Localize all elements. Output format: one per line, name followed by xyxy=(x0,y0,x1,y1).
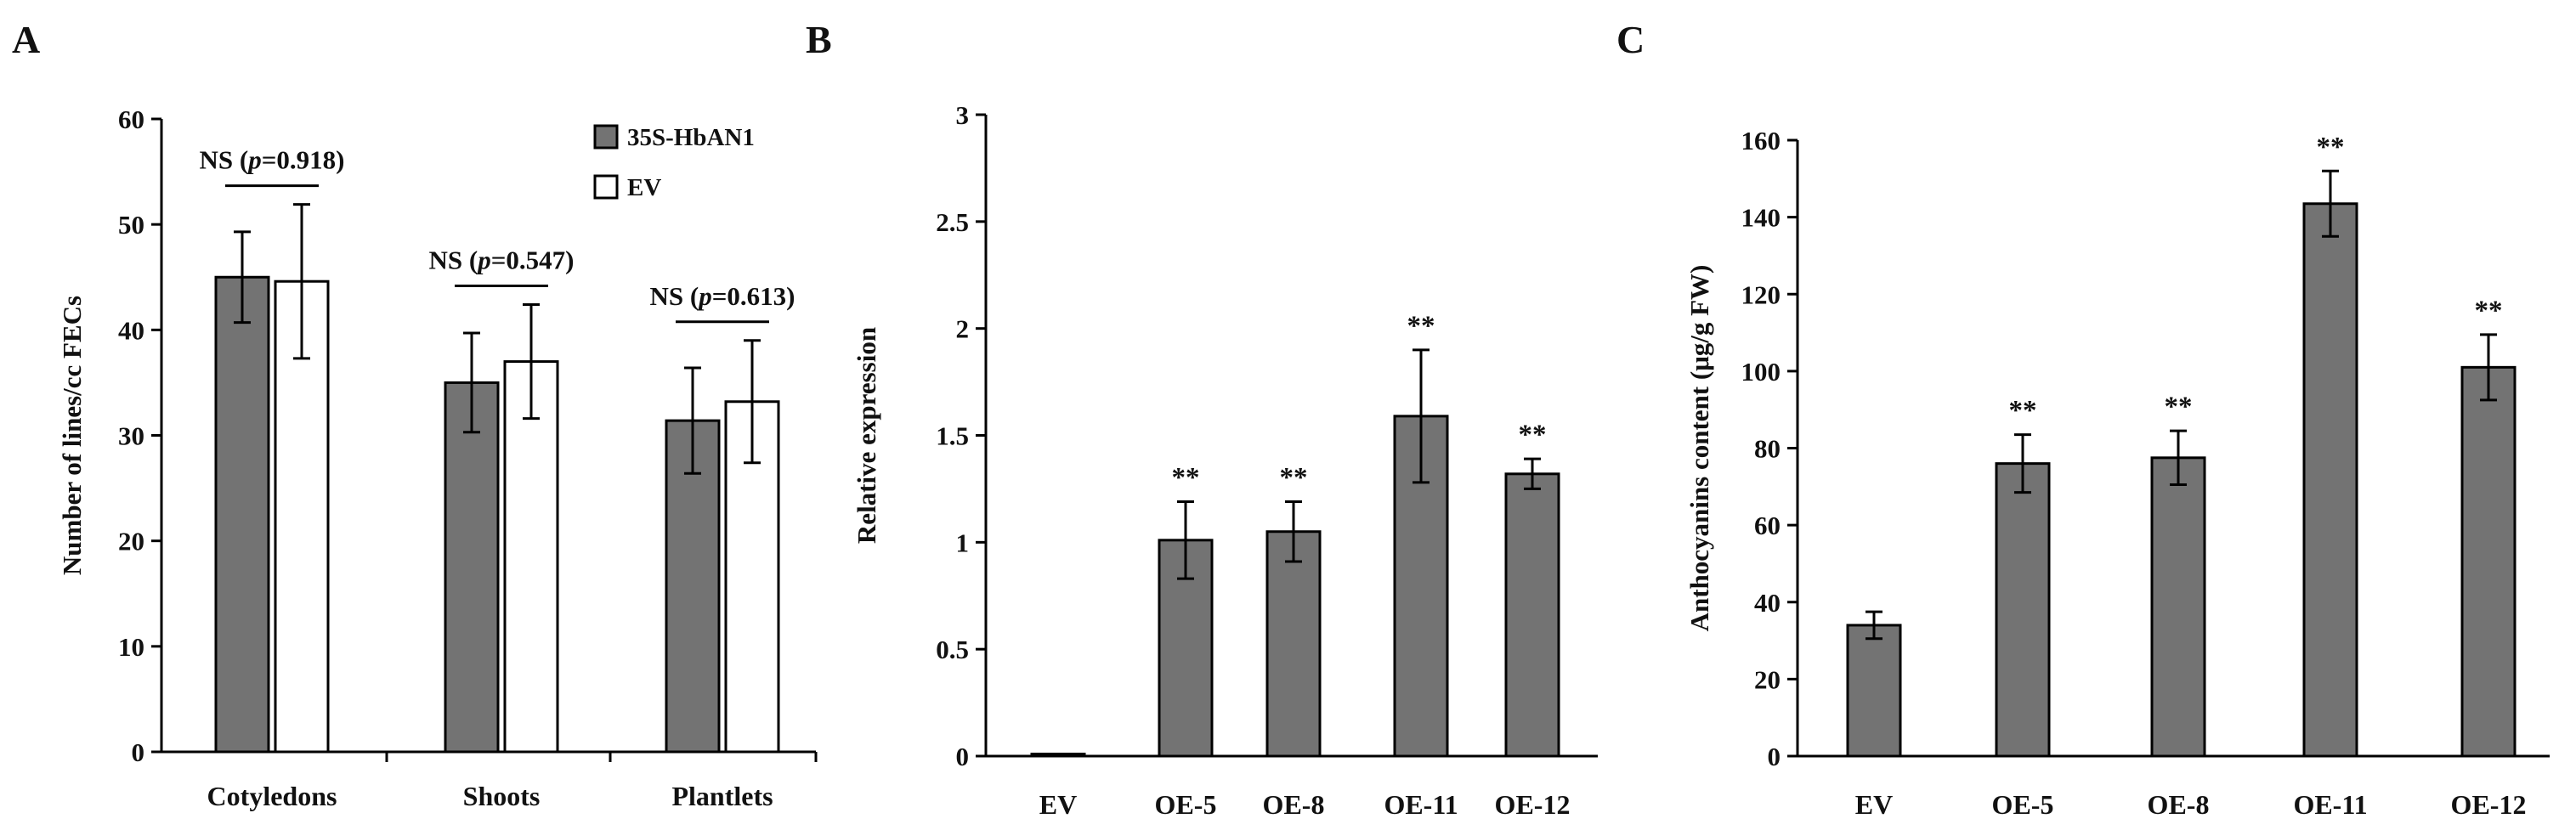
panel-a-bar-ev xyxy=(274,279,330,754)
panel-b-category-label: OE-12 xyxy=(1495,789,1571,820)
panel-b-bar xyxy=(1504,472,1560,758)
panel-a-ns-annotation: NS (p=0.613) xyxy=(650,281,795,311)
panel-b-y-tick-label: 2.5 xyxy=(936,207,969,237)
panel-c-y-tick-label: 80 xyxy=(1754,434,1781,464)
panel-c-bar-chart: C 0 20 40 60 80 100 120 140 160 Anthocyanins conte… xyxy=(1616,18,2550,820)
panel-a-category-label: Plantlets xyxy=(671,781,773,811)
panel-a-category-label: Cotyledons xyxy=(207,781,337,811)
panel-a-y-axis-label: Number of lines/cc FECs xyxy=(57,296,87,575)
panel-c-significance-stars: ** xyxy=(2317,132,2345,162)
panel-a-bar-hban1 xyxy=(214,275,270,754)
panel-c-significance-stars: ** xyxy=(2009,396,2037,426)
panel-c-y-tick-label: 140 xyxy=(1741,203,1781,233)
panel-b-letter: B xyxy=(806,18,832,61)
panel-a-category-label: Shoots xyxy=(463,781,541,811)
panel-a-ns-annotation: NS (p=0.547) xyxy=(429,246,575,275)
panel-b-y-tick-label: 0.5 xyxy=(936,635,969,664)
panel-a-letter: A xyxy=(12,18,40,61)
panel-b-y-axis-label: Relative expression xyxy=(852,327,881,544)
panel-a-y-tick-label: 60 xyxy=(118,104,144,134)
panel-c-category-label: OE-8 xyxy=(2148,789,2210,820)
panel-b-category-label: OE-8 xyxy=(1263,789,1325,820)
panel-c-category-label: EV xyxy=(1855,789,1893,820)
panel-c-bar xyxy=(2150,456,2206,758)
panel-b-bar xyxy=(1030,752,1086,758)
panel-c-y-tick-label: 20 xyxy=(1754,664,1781,694)
panel-b-bar-chart: B 0 0.5 1 1.5 2 2.5 3 Relative expression EV OE-5 *… xyxy=(806,18,1598,820)
panel-c-y-tick-label: 120 xyxy=(1741,279,1781,309)
legend-label-ev: EV xyxy=(627,174,661,201)
panel-c-y-tick-label: 100 xyxy=(1741,357,1781,387)
panel-b-significance-stars: ** xyxy=(1280,463,1308,494)
panel-b-category-label: EV xyxy=(1039,789,1077,820)
panel-c-y-axis-label: Anthocyanins content (μg/g FW) xyxy=(1684,265,1714,632)
panel-b-y-tick-label: 1.5 xyxy=(936,421,969,451)
panel-c-bar xyxy=(2460,365,2517,758)
panel-c-bar xyxy=(1995,462,2051,758)
panel-c-bar xyxy=(1846,624,1902,758)
panel-b-category-label: OE-5 xyxy=(1155,789,1217,820)
panel-c-significance-stars: ** xyxy=(2165,392,2193,422)
panel-a-y-tick-label: 20 xyxy=(118,527,144,556)
panel-a-y-tick-label: 10 xyxy=(118,632,144,662)
legend-swatch-ev xyxy=(593,174,619,200)
panel-a-y-tick-label: 0 xyxy=(132,737,145,767)
panel-c-category-label: OE-5 xyxy=(1992,789,2054,820)
panel-a-ns-annotation: NS (p=0.918) xyxy=(200,145,345,175)
panel-b-y-tick-label: 2 xyxy=(956,314,970,344)
panel-c-y-tick-label: 60 xyxy=(1754,511,1781,540)
panel-b-category-label: OE-11 xyxy=(1384,789,1458,820)
panel-a-y-tick-label: 30 xyxy=(118,421,144,451)
panel-c-y-tick-label: 0 xyxy=(1768,742,1781,771)
panel-c-y-tick-label: 160 xyxy=(1741,126,1781,155)
panel-b-significance-stars: ** xyxy=(1172,463,1200,494)
panel-c-letter: C xyxy=(1616,18,1645,61)
panel-c-significance-stars: ** xyxy=(2475,296,2503,326)
panel-c-bar xyxy=(2302,202,2358,758)
panel-c-category-label: OE-11 xyxy=(2293,789,2367,820)
panel-b-y-tick-label: 0 xyxy=(956,742,970,771)
panel-a-bar-hban1 xyxy=(665,419,721,754)
panel-c-y-tick-label: 40 xyxy=(1754,588,1781,618)
panel-a-y-tick-label: 40 xyxy=(118,315,144,345)
panel-b-y-tick-label: 3 xyxy=(956,100,970,130)
legend-label-hban1: 35S-HbAN1 xyxy=(627,124,755,151)
panel-a-bar-chart: A 0 10 20 30 40 50 60 Number of lines/cc FECs Cot… xyxy=(12,18,818,811)
panel-c-category-label: OE-12 xyxy=(2451,789,2527,820)
panel-a-bar-hban1 xyxy=(444,381,500,754)
panel-b-significance-stars: ** xyxy=(1407,311,1435,342)
panel-a-bar-ev xyxy=(503,360,559,754)
panel-b-bar xyxy=(1265,530,1322,758)
panel-b-significance-stars: ** xyxy=(1519,420,1547,450)
panel-a-y-tick-label: 50 xyxy=(118,210,144,240)
legend-swatch-hban1 xyxy=(593,124,619,150)
panel-b-y-tick-label: 1 xyxy=(956,528,970,557)
